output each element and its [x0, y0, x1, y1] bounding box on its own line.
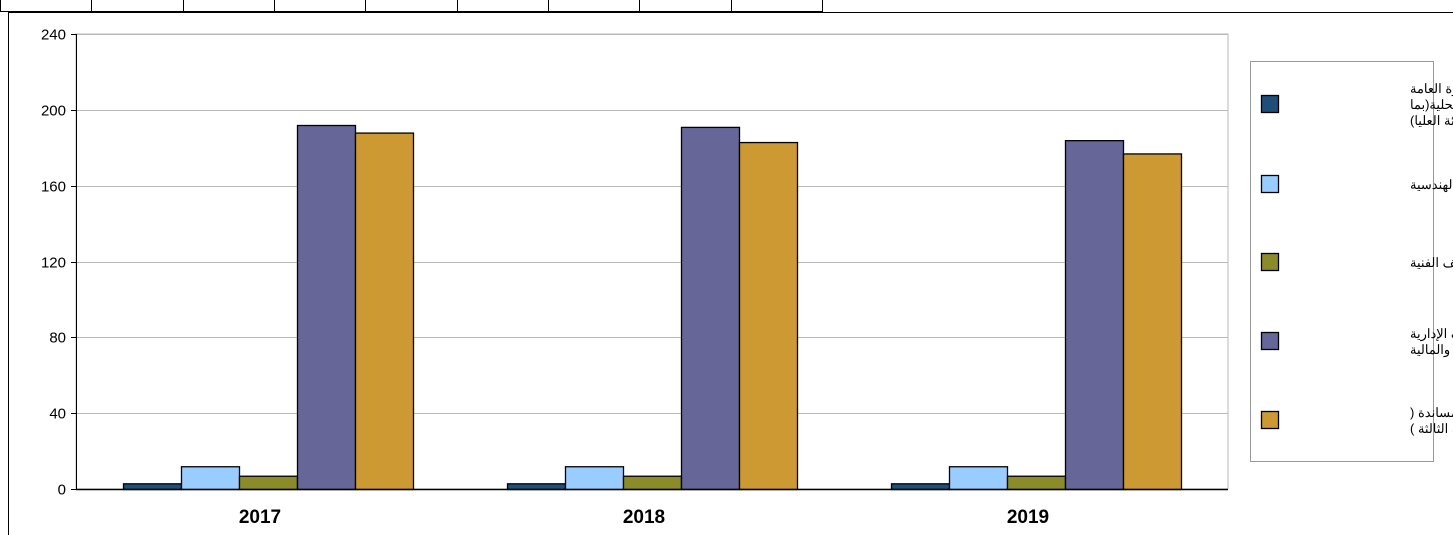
y-tick-label: 0 — [58, 482, 66, 499]
top-grid-cell — [366, 0, 458, 11]
top-grid-strip — [0, 0, 823, 12]
y-axis: 0 40 80 120 160 200 240 — [41, 27, 77, 499]
y-tick-label: 40 — [49, 406, 66, 423]
legend-label: وظائف الإدارة العامةوالإدارة المحلية(بما… — [1410, 81, 1453, 129]
top-grid-cell — [640, 0, 732, 11]
bar — [738, 141, 799, 491]
legend-label: الوظائف الهندسية — [1410, 177, 1453, 193]
bar — [680, 126, 741, 491]
bar — [890, 483, 951, 491]
bar — [622, 475, 683, 491]
bar — [354, 132, 415, 491]
bar — [1064, 140, 1125, 491]
bar — [296, 124, 357, 491]
top-grid-cell — [549, 0, 641, 11]
x-category-label: 2019 — [1007, 507, 1049, 528]
legend-swatch — [1260, 331, 1280, 351]
gridlines — [75, 33, 1229, 490]
bar — [948, 466, 1009, 491]
legend: وظائف الإدارة العامةوالإدارة المحلية(بما… — [1250, 61, 1453, 462]
top-grid-cell — [92, 0, 184, 11]
plot-area — [75, 33, 1229, 490]
legend-label: الوظائف الفنية — [1410, 255, 1453, 271]
bar — [564, 466, 625, 491]
legend-box — [1250, 61, 1434, 462]
y-tick-label: 240 — [41, 27, 66, 44]
top-grid-cell — [275, 0, 367, 11]
legend-swatch — [1260, 410, 1280, 430]
chart-frame — [8, 12, 1453, 535]
top-grid-cell — [458, 0, 549, 11]
x-category-label: 2018 — [623, 507, 665, 528]
x-axis: 2017 2018 2019 — [76, 488, 1228, 528]
x-category-label: 2017 — [239, 507, 281, 528]
y-tick-label: 80 — [49, 330, 66, 347]
bar — [1122, 153, 1183, 491]
bar — [122, 483, 183, 491]
bar — [180, 466, 241, 491]
top-grid-cell — [184, 0, 275, 11]
legend-swatch — [1260, 94, 1280, 114]
bar — [506, 483, 567, 491]
y-tick-label: 120 — [41, 255, 66, 272]
y-tick-label: 200 — [41, 103, 66, 120]
top-grid-cell — [1, 0, 93, 11]
bar — [1006, 475, 1067, 491]
bar — [238, 475, 299, 491]
y-tick-label: 160 — [41, 179, 66, 196]
bars — [122, 124, 1183, 491]
legend-swatch — [1260, 252, 1280, 272]
legend-swatch — [1260, 174, 1280, 194]
legend-label: الوظائف المساندة (الفئة الثالثة ) — [1410, 405, 1453, 436]
